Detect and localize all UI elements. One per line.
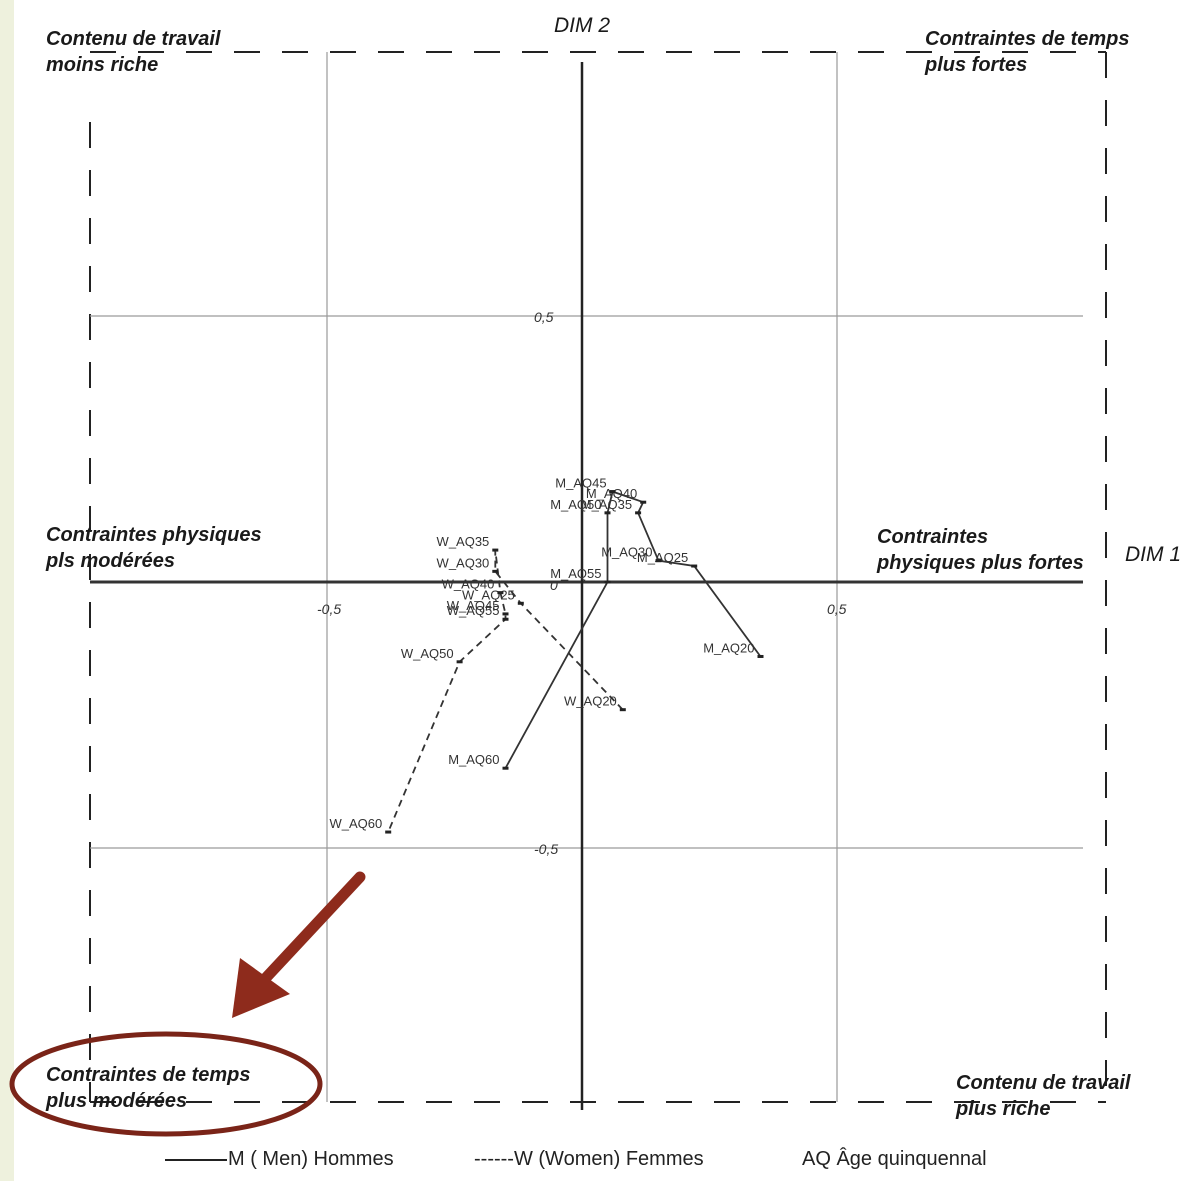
annotation-left-line2: pls modérées — [46, 550, 175, 572]
point-marker-m_aq40 — [640, 500, 647, 504]
y-tick-label-2: -0,5 — [534, 841, 558, 857]
grid-lines — [90, 52, 1083, 1102]
point-marker-m_aq45 — [609, 490, 616, 494]
highlight-arrow-and-ellipse — [9, 871, 366, 1137]
point-marker-m_aq35 — [635, 511, 642, 515]
point-label-m_aq20: M_AQ20 — [703, 640, 754, 655]
point-marker-w_aq20 — [619, 708, 626, 712]
legend-item-women: ------W (Women) Femmes — [474, 1148, 704, 1170]
point-label-w_aq45: W_AQ45 — [447, 598, 500, 613]
point-marker-m_aq55 — [604, 580, 611, 584]
annotation-bottom-right-line2: plus riche — [956, 1098, 1051, 1120]
point-marker-w_aq45 — [502, 612, 509, 616]
point-marker-m_aq25 — [691, 564, 698, 568]
x-tick-label-2: 0,5 — [827, 601, 847, 617]
annotation-bottom-right-line1: Contenu de travail — [956, 1072, 1131, 1094]
dashed-frame — [89, 51, 1107, 1103]
annotation-top-right-line1: Contraintes de temps — [925, 28, 1130, 50]
annotation-top-right-line2: plus fortes — [925, 54, 1028, 76]
y-tick-label-0: 0,5 — [534, 309, 554, 325]
annotation-top-left: Contenu de travail moins riche — [46, 26, 220, 78]
point-label-w_aq50: W_AQ50 — [401, 646, 454, 661]
annotation-left-line1: Contraintes physiques — [46, 524, 262, 546]
point-label-w_aq60: W_AQ60 — [329, 816, 382, 831]
annotation-right-line1: Contraintes — [877, 526, 989, 548]
point-label-m_aq60: M_AQ60 — [448, 752, 499, 767]
point-marker-m_aq50 — [604, 511, 611, 515]
x-axis-title: DIM 1 — [1125, 543, 1182, 566]
legend-item-age: AQ Âge quinquennal — [802, 1148, 987, 1170]
annotation-bottom-left-line1: Contraintes de temps — [46, 1064, 251, 1086]
point-marker-m_aq30 — [655, 559, 662, 563]
point-marker-w_aq60 — [385, 830, 392, 834]
legend: M ( Men) Hommes ------W (Women) Femmes A… — [165, 1146, 1045, 1174]
series-line-men — [504, 490, 762, 769]
annotation-bottom-left-line2: plus modérées — [46, 1090, 188, 1112]
point-label-w_aq40: W_AQ40 — [442, 577, 495, 592]
point-marker-m_aq20 — [757, 654, 764, 658]
highlight-arrow-shaft — [256, 871, 366, 988]
point-marker-w_aq30 — [492, 569, 499, 573]
x-tick-label-0: -0,5 — [317, 601, 341, 617]
annotation-top-left-line1: Contenu de travail — [46, 28, 221, 50]
point-label-m_aq25: M_AQ25 — [637, 550, 688, 565]
point-label-m_aq35: M_AQ35 — [581, 497, 632, 512]
point-marker-w_aq55 — [502, 617, 509, 621]
point-marker-m_aq60 — [502, 766, 509, 770]
point-marker-w_aq25 — [517, 601, 524, 605]
x-tick-label-1: 0 — [550, 577, 558, 593]
axes — [90, 62, 1083, 1110]
annotation-top-right: Contraintes de temps plus fortes — [925, 26, 1129, 78]
legend-solid-line — [165, 1159, 227, 1161]
highlight-ellipse — [9, 1031, 323, 1137]
slide-side-strip — [0, 0, 14, 1181]
annotation-right: Contraintes physiques plus fortes — [877, 524, 1084, 576]
tick-labels: -0,5 0 0,5 0,5 -0,5 — [317, 309, 847, 857]
point-label-w_aq35: W_AQ35 — [437, 534, 490, 549]
point-label-m_aq40: M_AQ40 — [586, 486, 637, 501]
legend-item-men: M ( Men) Hommes — [228, 1148, 394, 1170]
y-axis-title: DIM 2 — [554, 14, 611, 37]
annotation-right-line2: physiques plus fortes — [877, 552, 1084, 574]
point-label-m_aq30: M_AQ30 — [601, 545, 652, 560]
point-label-w_aq20: W_AQ20 — [564, 694, 617, 709]
point-label-w_aq25: W_AQ25 — [462, 587, 515, 602]
point-marker-w_aq35 — [492, 548, 499, 552]
point-label-w_aq55: W_AQ55 — [447, 603, 500, 618]
point-label-w_aq30: W_AQ30 — [437, 555, 490, 570]
annotation-bottom-right: Contenu de travail plus riche — [956, 1070, 1130, 1122]
point-marker-w_aq40 — [497, 591, 504, 595]
annotation-top-left-line2: moins riche — [46, 54, 159, 76]
point-label-m_aq55: M_AQ55 — [550, 566, 601, 581]
point-marker-w_aq50 — [456, 660, 463, 664]
point-label-m_aq50: M_AQ50 — [550, 497, 601, 512]
annotation-bottom-left: Contraintes de temps plus modérées — [46, 1062, 250, 1114]
point-label-m_aq45: M_AQ45 — [555, 476, 606, 491]
highlight-arrow-head — [232, 958, 290, 1018]
annotation-left: Contraintes physiques pls modérées — [46, 522, 262, 574]
